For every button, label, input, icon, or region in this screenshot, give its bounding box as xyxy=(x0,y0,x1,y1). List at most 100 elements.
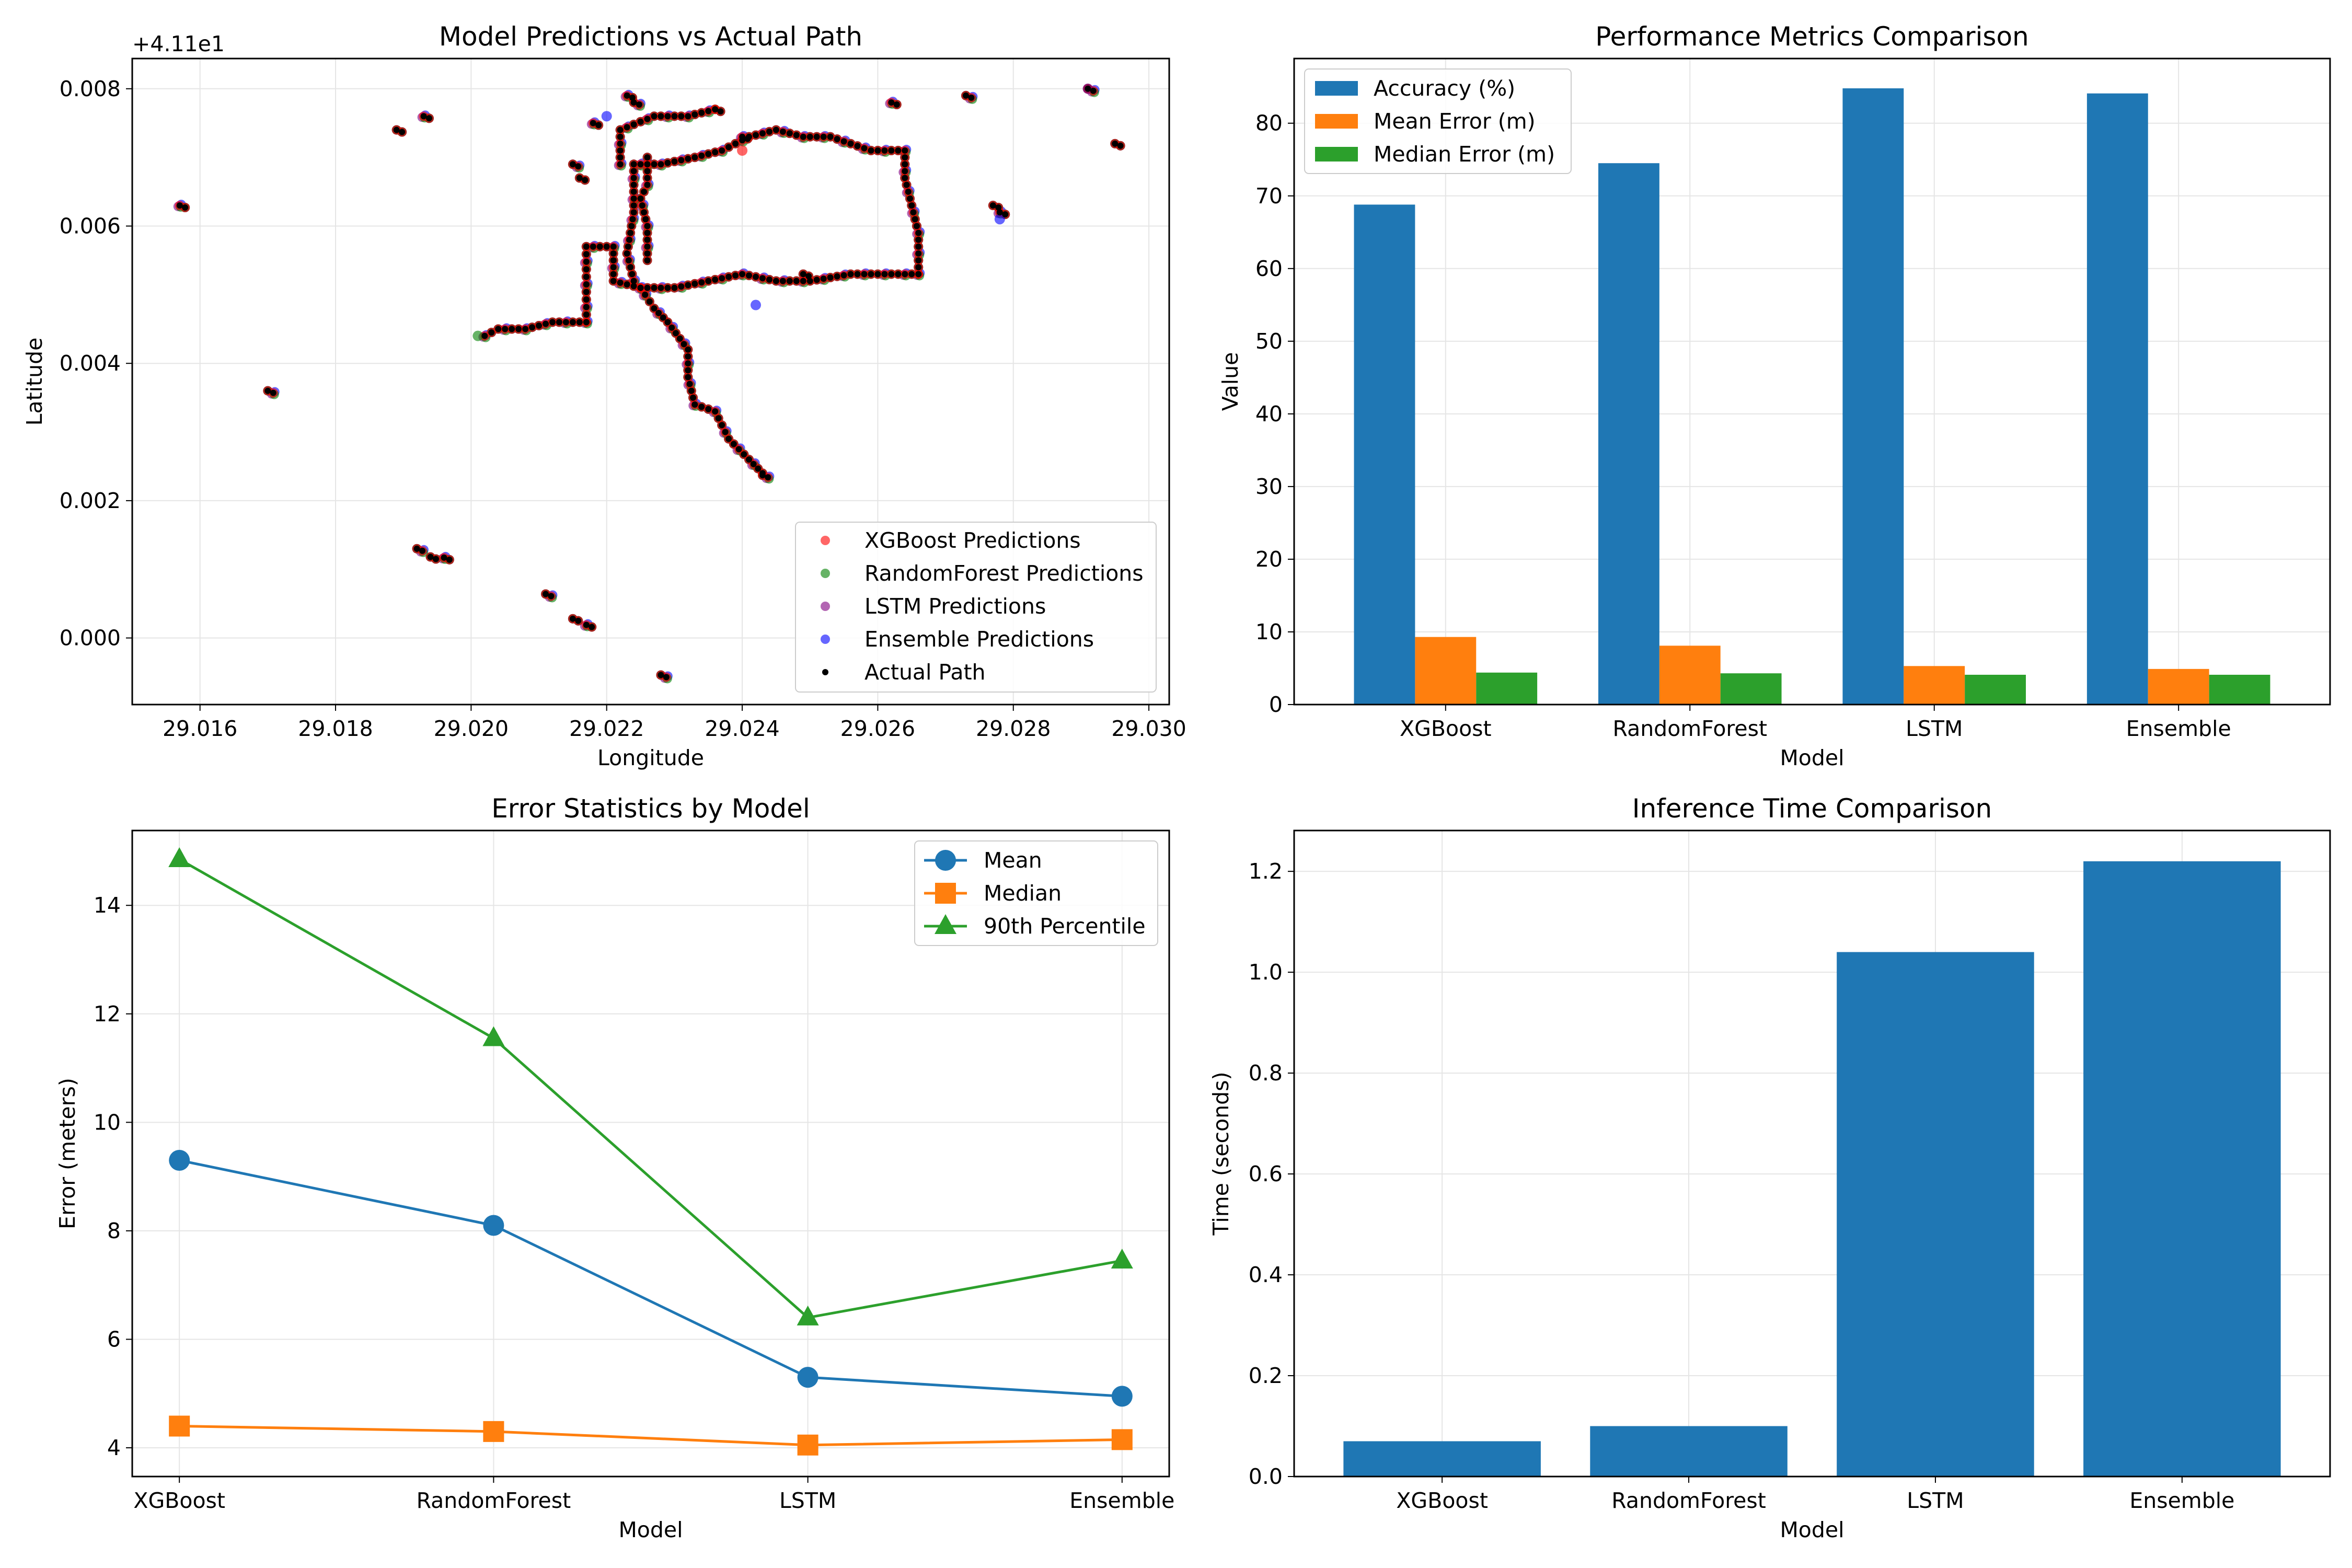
axes-frame xyxy=(1293,57,2331,706)
actual-path-point xyxy=(685,353,691,360)
legend-label: Accuracy (%) xyxy=(1374,76,1515,101)
actual-path-point xyxy=(658,113,664,120)
actual-path-point xyxy=(712,106,719,113)
x-tick-label: 29.016 xyxy=(163,716,237,741)
actual-path-point xyxy=(759,472,766,479)
actual-path-point xyxy=(685,374,691,381)
actual-path-point xyxy=(432,556,439,562)
actual-path-point xyxy=(603,243,610,250)
actual-path-point xyxy=(895,271,902,278)
prediction-outlier-point xyxy=(750,299,761,310)
actual-path-point xyxy=(569,319,576,326)
x-tick-label: LSTM xyxy=(779,1488,836,1513)
x-axis-label: Longitude xyxy=(597,745,704,770)
actual-path-point xyxy=(583,621,590,628)
actual-path-point xyxy=(854,271,861,278)
actual-path-point xyxy=(800,278,806,284)
actual-path-point xyxy=(651,113,658,120)
line-marker xyxy=(797,1305,819,1325)
line-marker xyxy=(169,1415,190,1437)
actual-path-point xyxy=(712,408,719,415)
actual-path-point xyxy=(888,147,895,154)
actual-path-point xyxy=(624,92,630,99)
legend-swatch xyxy=(1315,81,1358,96)
actual-path-point xyxy=(664,284,671,291)
actual-path-point xyxy=(688,387,695,394)
actual-path-point xyxy=(779,278,786,284)
actual-path-point xyxy=(717,108,724,115)
actual-path-point xyxy=(630,168,637,175)
actual-path-point xyxy=(779,128,786,135)
x-tick-label: 29.020 xyxy=(434,716,509,741)
actual-path-point xyxy=(685,360,691,367)
actual-path-point xyxy=(786,278,793,284)
actual-path-point xyxy=(644,154,651,161)
y-tick-label: 12 xyxy=(94,1001,121,1027)
line-marker xyxy=(1111,1248,1133,1269)
actual-path-point xyxy=(672,330,679,337)
actual-path-point xyxy=(995,204,1002,211)
actual-path-point xyxy=(755,465,762,472)
actual-path-point xyxy=(915,243,922,250)
actual-path-point xyxy=(902,168,908,175)
actual-path-point xyxy=(644,168,651,175)
actual-path-point xyxy=(644,161,651,168)
legend-label: XGBoost Predictions xyxy=(864,528,1081,553)
actual-path-point xyxy=(1085,85,1091,92)
actual-path-point xyxy=(641,209,648,216)
actual-path-point xyxy=(685,155,691,162)
actual-path-point xyxy=(630,181,637,188)
actual-path-point xyxy=(664,319,671,326)
actual-path-point xyxy=(644,223,651,229)
y-tick-label: 14 xyxy=(94,893,121,918)
x-tick-label: 29.024 xyxy=(705,716,779,741)
actual-path-point xyxy=(575,617,582,624)
actual-path-point xyxy=(854,143,861,149)
actual-path-point xyxy=(664,159,671,166)
actual-path-point xyxy=(905,188,912,195)
actual-path-point xyxy=(625,243,631,250)
actual-path-point xyxy=(705,151,712,157)
actual-path-point xyxy=(847,140,854,147)
actual-path-point xyxy=(685,282,691,289)
legend-marker xyxy=(822,669,828,675)
actual-path-point xyxy=(630,99,637,106)
actual-path-point xyxy=(698,152,705,159)
actual-path-point xyxy=(908,202,915,209)
y-axis-label: Error (meters) xyxy=(55,1078,80,1229)
actual-path-point xyxy=(393,126,400,133)
actual-path-point xyxy=(646,298,653,305)
actual-path-point xyxy=(895,147,902,154)
legend-label: Median xyxy=(984,881,1062,906)
actual-path-point xyxy=(419,547,426,554)
bar xyxy=(1598,163,1659,705)
actual-path-point xyxy=(739,133,746,140)
actual-path-point xyxy=(583,258,590,265)
legend-label: Ensemble Predictions xyxy=(864,627,1094,652)
actual-path-point xyxy=(644,181,651,188)
actual-path-point xyxy=(678,113,685,120)
actual-path-point xyxy=(735,446,742,453)
actual-path-point xyxy=(868,147,874,154)
actual-path-point xyxy=(610,257,617,264)
legend-label: 90th Percentile xyxy=(984,914,1146,939)
actual-path-point xyxy=(420,113,427,120)
actual-path-point xyxy=(583,296,590,303)
actual-path-point xyxy=(488,329,495,336)
actual-path-point xyxy=(575,163,582,170)
y-tick-label: 0.6 xyxy=(1249,1161,1283,1186)
actual-path-point xyxy=(576,175,583,181)
actual-path-point xyxy=(583,281,590,288)
prediction-outlier-point xyxy=(994,214,1005,225)
actual-path-point xyxy=(681,341,687,348)
actual-path-point xyxy=(617,126,624,133)
actual-path-point xyxy=(595,122,602,129)
line-marker xyxy=(797,1367,818,1388)
actual-path-point xyxy=(495,326,502,332)
legend-label: Mean xyxy=(984,848,1042,873)
actual-path-point xyxy=(583,319,590,326)
actual-path-point xyxy=(765,474,771,481)
actual-path-point xyxy=(589,624,595,630)
actual-path-point xyxy=(627,229,634,236)
actual-path-point xyxy=(874,147,881,154)
